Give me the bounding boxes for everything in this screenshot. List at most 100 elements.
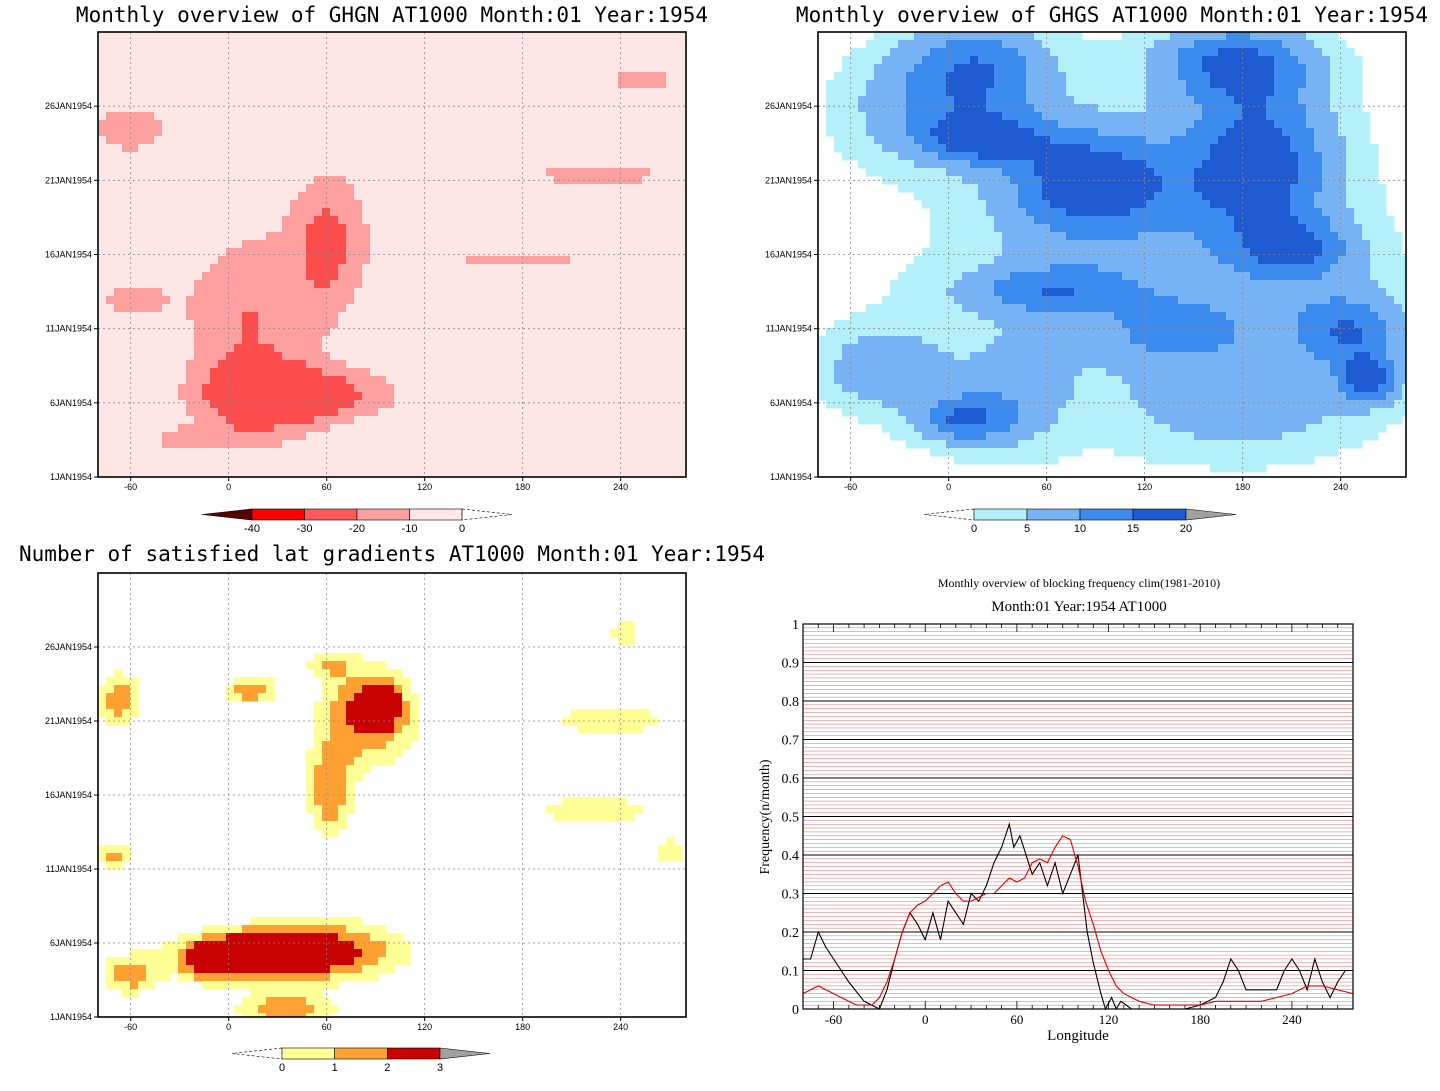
field-cell — [258, 392, 267, 401]
field-cell — [1026, 184, 1035, 193]
field-cell — [1146, 136, 1155, 145]
field-cell — [1330, 408, 1339, 417]
field-cell — [362, 248, 371, 257]
field-cell — [898, 184, 907, 193]
field-cell — [898, 272, 907, 281]
field-cell — [1162, 240, 1171, 249]
field-cell — [954, 32, 963, 41]
field-cell — [1194, 136, 1203, 145]
field-cell — [1234, 64, 1243, 73]
field-cell — [1034, 376, 1043, 385]
field-cell — [1066, 344, 1075, 353]
field-cell — [1298, 368, 1307, 377]
field-cell — [1066, 168, 1075, 177]
field-cell — [1066, 288, 1075, 297]
field-cell — [282, 424, 291, 433]
field-cell — [842, 104, 851, 113]
field-cell — [250, 344, 259, 353]
field-cell — [146, 448, 155, 457]
field-cell — [938, 120, 947, 129]
field-cell — [826, 120, 835, 129]
field-cell — [938, 256, 947, 265]
field-cell — [898, 312, 907, 321]
field-cell — [1018, 224, 1027, 233]
field-cell — [1298, 80, 1307, 89]
field-cell — [818, 384, 827, 393]
field-cell — [602, 72, 611, 81]
field-cell — [1050, 112, 1059, 121]
field-cell — [282, 440, 291, 449]
field-cell — [1210, 232, 1219, 241]
field-cell — [1154, 80, 1163, 89]
field-cell — [986, 56, 995, 65]
field-cell — [914, 168, 923, 177]
field-cell — [346, 208, 355, 217]
field-cell — [978, 72, 987, 81]
field-cell — [546, 160, 555, 169]
field-cell — [914, 96, 923, 105]
field-cell — [1042, 296, 1051, 305]
field-cell — [298, 272, 307, 281]
field-cell — [914, 384, 923, 393]
field-cell — [1058, 256, 1067, 265]
field-cell — [178, 304, 187, 313]
field-cell — [402, 376, 411, 385]
field-cell — [1258, 80, 1267, 89]
field-cell — [1154, 384, 1163, 393]
field-cell — [1298, 296, 1307, 305]
field-cell — [1034, 384, 1043, 393]
field-cell — [1114, 440, 1123, 449]
field-cell — [330, 216, 339, 225]
field-cell — [274, 296, 283, 305]
field-cell — [362, 216, 371, 225]
field-cell — [498, 248, 507, 257]
field-cell — [978, 160, 987, 169]
field-cell — [122, 677, 131, 686]
field-cell — [1354, 152, 1363, 161]
field-cell — [234, 280, 243, 289]
field-cell — [882, 48, 891, 57]
field-cell — [954, 272, 963, 281]
field-cell — [1362, 360, 1371, 369]
field-cell — [1202, 416, 1211, 425]
field-cell — [290, 320, 299, 329]
field-cell — [1314, 200, 1323, 209]
field-cell — [498, 264, 507, 273]
field-cell — [938, 416, 947, 425]
field-cell — [1274, 440, 1283, 449]
field-cell — [994, 376, 1003, 385]
field-cell — [1202, 200, 1211, 209]
field-cell — [330, 336, 339, 345]
field-cell — [322, 208, 331, 217]
field-cell — [1314, 48, 1323, 57]
field-cell — [1130, 320, 1139, 329]
field-cell — [282, 296, 291, 305]
field-cell — [1010, 208, 1019, 217]
field-cell — [1338, 224, 1347, 233]
field-cell — [122, 152, 131, 161]
field-cell — [1266, 224, 1275, 233]
field-cell — [1010, 56, 1019, 65]
field-cell — [1202, 376, 1211, 385]
field-cell — [1170, 304, 1179, 313]
field-cell — [1402, 360, 1407, 369]
field-cell — [1074, 48, 1083, 57]
field-cell — [1170, 184, 1179, 193]
field-cell — [1306, 288, 1315, 297]
field-cell — [1258, 216, 1267, 225]
field-cell — [1042, 96, 1051, 105]
field-cell — [850, 360, 859, 369]
field-cell — [1226, 248, 1235, 257]
field-cell — [258, 248, 267, 257]
field-cell — [1130, 144, 1139, 153]
field-cell — [322, 653, 331, 662]
field-cell — [306, 360, 315, 369]
field-cell — [330, 328, 339, 337]
field-cell — [410, 709, 419, 718]
field-cell — [1018, 56, 1027, 65]
field-cell — [1186, 112, 1195, 121]
field-cell — [1362, 288, 1371, 297]
field-cell — [858, 312, 867, 321]
field-cell — [1234, 240, 1243, 249]
field-cell — [1298, 200, 1307, 209]
